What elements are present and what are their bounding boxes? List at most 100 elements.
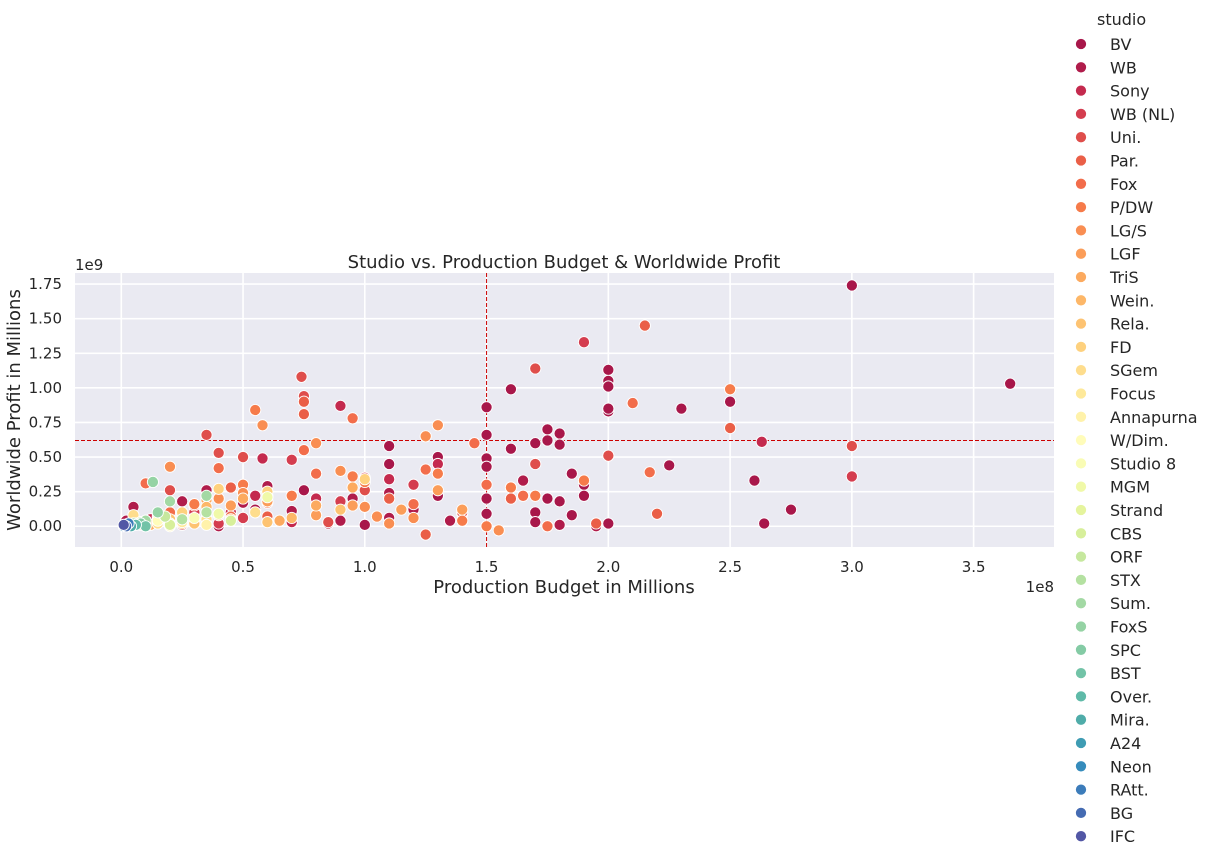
data-point bbox=[334, 514, 347, 527]
data-point bbox=[468, 437, 481, 450]
legend-marker bbox=[1074, 61, 1088, 74]
legend-marker bbox=[1074, 643, 1088, 656]
data-point bbox=[529, 516, 542, 529]
data-point bbox=[553, 518, 566, 531]
data-point bbox=[395, 503, 408, 516]
legend-label: MGM bbox=[1110, 478, 1150, 497]
data-point bbox=[261, 516, 274, 529]
data-point bbox=[443, 514, 457, 527]
data-point bbox=[256, 452, 269, 465]
data-point bbox=[285, 489, 298, 502]
data-point bbox=[577, 474, 591, 487]
legend-marker bbox=[1074, 457, 1088, 470]
x-tick-label: 3.5 bbox=[962, 558, 986, 576]
data-point bbox=[480, 460, 493, 473]
data-point bbox=[407, 511, 420, 524]
y-tick-label: 0.00 bbox=[29, 517, 62, 535]
data-point bbox=[529, 489, 542, 502]
x-tick-label: 1.5 bbox=[475, 558, 499, 576]
data-point bbox=[249, 506, 262, 519]
legend-marker bbox=[1074, 340, 1088, 353]
data-point bbox=[602, 363, 615, 376]
chart-title: Studio vs. Production Budget & Worldwide… bbox=[348, 252, 781, 273]
data-point bbox=[845, 279, 858, 292]
x-tick-label: 2.0 bbox=[596, 558, 620, 576]
legend-marker bbox=[1074, 317, 1088, 330]
data-point bbox=[845, 439, 858, 453]
data-point bbox=[553, 495, 566, 508]
y-tick-label: 1.75 bbox=[29, 275, 62, 293]
data-point bbox=[334, 399, 347, 412]
data-point bbox=[480, 401, 493, 414]
data-point bbox=[346, 481, 359, 494]
data-point bbox=[249, 403, 262, 417]
legend-label: ORF bbox=[1110, 548, 1143, 567]
data-point bbox=[758, 517, 771, 530]
legend-marker bbox=[1074, 806, 1088, 819]
legend-marker bbox=[1074, 294, 1088, 307]
data-point bbox=[224, 514, 237, 527]
legend-label: BST bbox=[1110, 664, 1141, 683]
data-point bbox=[602, 449, 615, 462]
legend-label: WB (NL) bbox=[1110, 105, 1175, 124]
data-point bbox=[577, 336, 591, 349]
legend-label: Focus bbox=[1110, 385, 1156, 404]
data-point bbox=[480, 492, 493, 505]
data-point bbox=[724, 421, 737, 435]
data-point bbox=[383, 439, 396, 453]
x-tick-label: 2.5 bbox=[718, 558, 742, 576]
data-point bbox=[383, 492, 396, 505]
x-offset-label: 1e8 bbox=[1026, 578, 1054, 596]
data-point bbox=[151, 506, 164, 519]
data-point bbox=[358, 500, 371, 513]
data-point bbox=[285, 511, 298, 524]
data-point bbox=[590, 517, 603, 530]
data-point bbox=[212, 462, 225, 475]
legend-marker bbox=[1074, 154, 1088, 167]
legend-label: BV bbox=[1110, 35, 1131, 54]
data-point bbox=[163, 484, 177, 497]
data-point bbox=[541, 492, 554, 505]
legend-marker bbox=[1074, 434, 1088, 447]
data-point bbox=[256, 419, 269, 432]
x-tick-label: 0.0 bbox=[109, 558, 133, 576]
data-point bbox=[295, 370, 308, 383]
data-point bbox=[310, 499, 323, 512]
legend-marker bbox=[1074, 736, 1088, 750]
data-point bbox=[322, 516, 335, 529]
legend-label: SGem bbox=[1110, 361, 1158, 380]
data-point bbox=[310, 467, 323, 480]
data-point bbox=[529, 437, 542, 450]
data-point bbox=[273, 514, 286, 527]
y-tick-label: 1.00 bbox=[29, 379, 62, 397]
data-point bbox=[577, 489, 591, 502]
data-point bbox=[529, 457, 542, 471]
data-point bbox=[419, 430, 432, 443]
data-point bbox=[285, 453, 298, 466]
legend-label: FoxS bbox=[1110, 618, 1148, 637]
data-point bbox=[200, 489, 213, 502]
data-point bbox=[249, 489, 262, 502]
data-point bbox=[845, 470, 858, 483]
legend-label: Over. bbox=[1110, 687, 1152, 706]
data-point bbox=[117, 518, 130, 531]
legend-marker bbox=[1074, 480, 1088, 493]
data-point bbox=[212, 507, 225, 520]
data-point bbox=[504, 481, 517, 494]
legend-label: Studio 8 bbox=[1110, 454, 1176, 473]
data-point bbox=[200, 506, 213, 519]
legend-label: A24 bbox=[1110, 734, 1141, 753]
data-point bbox=[480, 507, 493, 520]
legend-marker bbox=[1074, 690, 1088, 703]
legend-label: W/Dim. bbox=[1110, 431, 1169, 450]
legend-marker bbox=[1074, 177, 1088, 190]
data-point bbox=[212, 482, 225, 495]
legend-label: LG/S bbox=[1110, 221, 1147, 240]
legend-label: Wein. bbox=[1110, 291, 1154, 310]
legend-label: Annapurna bbox=[1110, 408, 1198, 427]
data-point bbox=[663, 459, 676, 472]
legend-marker bbox=[1074, 224, 1088, 237]
data-point bbox=[748, 474, 761, 487]
y-tick-labels: 0.00 0.25 0.50 0.75 1.00 1.25 1.50 1.75 bbox=[29, 275, 62, 535]
data-point bbox=[346, 499, 359, 512]
